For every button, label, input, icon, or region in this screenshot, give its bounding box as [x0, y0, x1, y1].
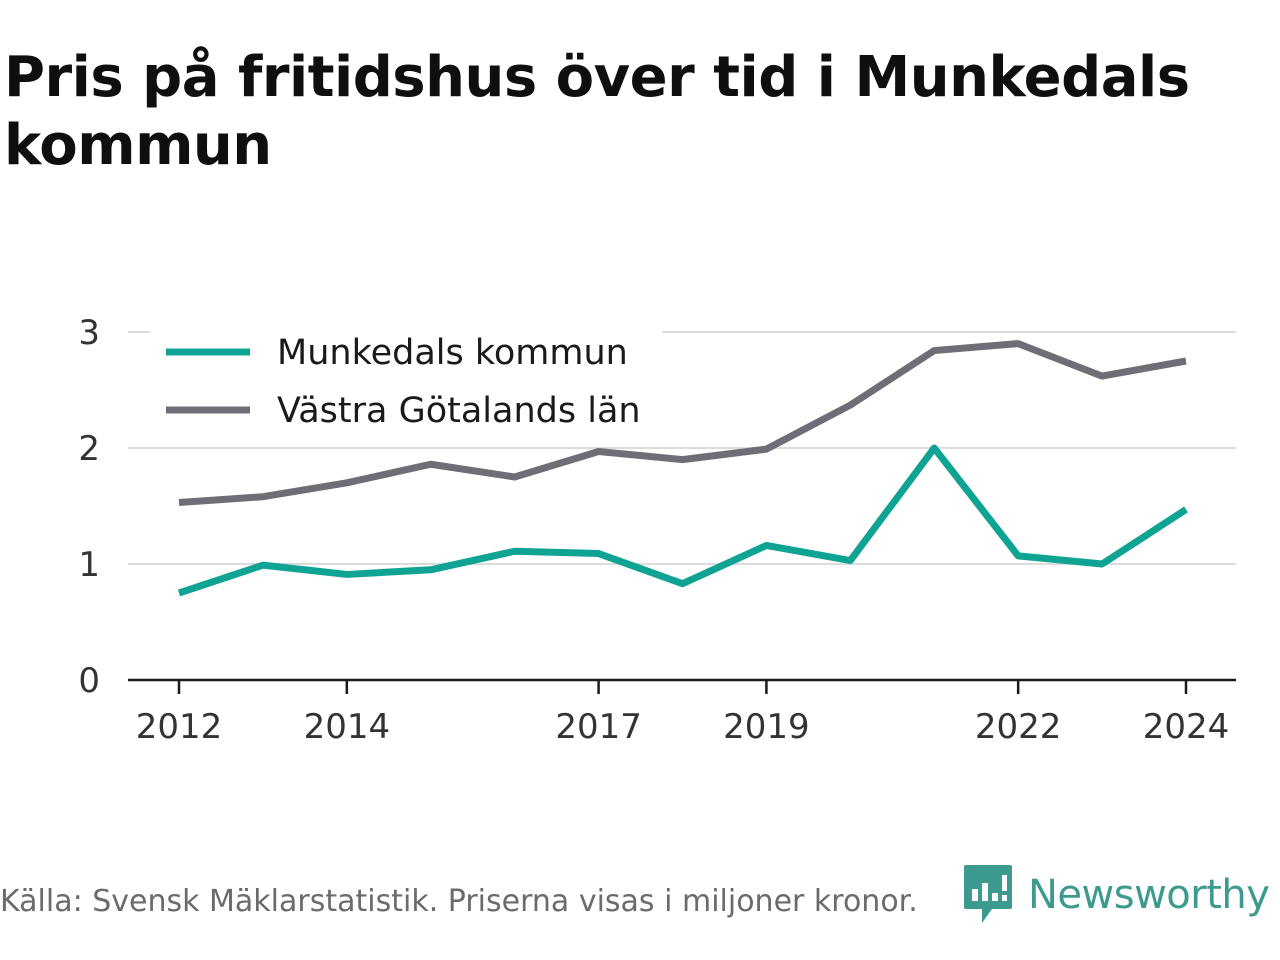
legend-label: Västra Götalands län	[277, 391, 641, 431]
brand-name: Newsworthy	[1028, 872, 1270, 918]
series-line	[177, 444, 1188, 597]
series-line	[178, 340, 1187, 507]
y-tick-label: 3	[78, 313, 100, 353]
series-lines	[177, 340, 1188, 597]
x-tick-label: 2012	[136, 707, 223, 747]
x-tick-label: 2014	[304, 707, 391, 747]
x-tick-label: 2022	[975, 707, 1062, 747]
brand: Newsworthy	[962, 862, 1270, 928]
x-tick-label: 2017	[555, 707, 642, 747]
x-tick-label: 2019	[723, 707, 810, 747]
legend: Munkedals kommun Västra Götalands län	[150, 330, 662, 442]
x-axis-ticks: 2012 2014 2017 2019 2022 2024	[136, 680, 1230, 747]
chart-title: Pris på fritidshus över tid i Munkedals …	[4, 45, 1190, 178]
source-note: Källa: Svensk Mäklarstatistik. Priserna …	[0, 884, 918, 919]
y-tick-label: 1	[78, 545, 100, 585]
x-tick-label: 2024	[1143, 707, 1230, 747]
newsworthy-logo-icon	[964, 865, 1012, 923]
y-axis-ticks: 0 1 2 3	[78, 313, 100, 701]
y-tick-label: 2	[78, 429, 100, 469]
legend-label: Munkedals kommun	[277, 333, 628, 373]
y-tick-label: 0	[78, 661, 100, 701]
